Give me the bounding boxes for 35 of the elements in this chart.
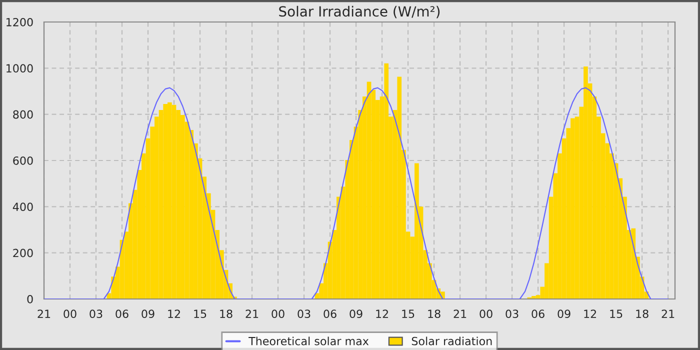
- chart-title: Solar Irradiance (W/m²): [279, 6, 440, 18]
- x-tick-label: 21: [38, 310, 50, 318]
- y-tick-label: 1200: [6, 18, 33, 26]
- x-tick-label: 03: [506, 310, 518, 318]
- y-tick-label: 0: [27, 294, 33, 304]
- x-tick-label: 21: [454, 310, 466, 318]
- y-tick-label: 200: [13, 248, 33, 258]
- x-tick-label: 09: [558, 310, 570, 318]
- x-tick-label: 12: [168, 310, 180, 318]
- x-tick-label: 06: [532, 310, 544, 318]
- x-tick-label: 03: [90, 310, 102, 318]
- x-tick-label: 18: [636, 310, 648, 318]
- y-tick-label: 1000: [6, 64, 33, 73]
- y-tick-label: 600: [13, 156, 33, 165]
- x-tick-label: 15: [194, 310, 206, 318]
- x-tick-label: 03: [298, 310, 310, 318]
- legend-label: Solar radiation: [412, 336, 492, 346]
- y-tick-label: 400: [12, 202, 33, 212]
- x-tick-label: 21: [246, 310, 258, 318]
- x-tick-label: 09: [350, 310, 362, 318]
- x-tick-label: 06: [116, 310, 128, 318]
- x-tick-label: 12: [376, 310, 388, 318]
- x-tick-label: 00: [480, 310, 492, 318]
- legend-label: Theoretical solar max: [248, 336, 369, 346]
- x-tick-label: 09: [142, 310, 154, 318]
- x-tick-label: 12: [584, 310, 596, 318]
- x-tick-label: 15: [402, 310, 414, 318]
- x-tick-label: 21: [662, 310, 674, 318]
- x-tick-label: 00: [64, 310, 76, 318]
- x-tick-label: 18: [220, 310, 232, 318]
- y-tick-label: 800: [13, 110, 33, 119]
- x-tick-label: 15: [610, 310, 622, 318]
- x-tick-label: 00: [272, 310, 284, 318]
- x-tick-label: 06: [324, 310, 336, 318]
- x-tick-label: 18: [428, 310, 440, 318]
